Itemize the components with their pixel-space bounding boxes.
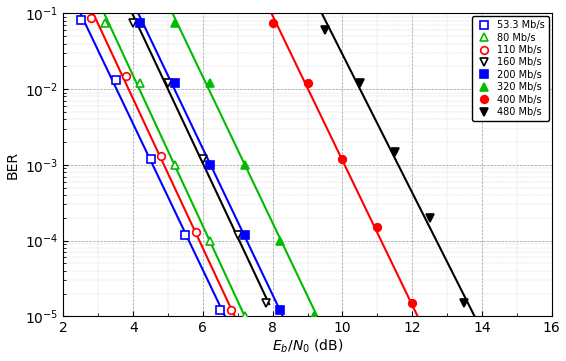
Y-axis label: BER: BER [6,151,20,179]
53.3 Mb/s [217,308,224,313]
80 Mb/s [137,81,144,85]
110 Mb/s [252,360,259,361]
200 Mb/s [207,163,213,167]
400 Mb/s [339,157,346,161]
160 Mb/s [165,81,171,85]
Line: 200 Mb/s: 200 Mb/s [136,19,311,361]
53.3 Mb/s [147,157,154,161]
Line: 53.3 Mb/s: 53.3 Mb/s [77,16,248,360]
480 Mb/s [426,216,433,220]
110 Mb/s [158,154,165,158]
480 Mb/s [492,360,499,361]
320 Mb/s [311,314,318,318]
Line: 400 Mb/s: 400 Mb/s [269,19,444,361]
200 Mb/s [137,21,144,25]
320 Mb/s [276,239,283,243]
480 Mb/s [357,81,363,85]
200 Mb/s [241,232,248,237]
160 Mb/s [200,157,207,161]
320 Mb/s [171,21,178,25]
480 Mb/s [461,301,468,305]
400 Mb/s [269,21,276,25]
160 Mb/s [262,301,269,305]
400 Mb/s [409,301,415,305]
110 Mb/s [192,230,199,234]
80 Mb/s [171,163,178,167]
200 Mb/s [171,81,178,85]
Line: 320 Mb/s: 320 Mb/s [171,19,353,361]
53.3 Mb/s [78,18,84,22]
480 Mb/s [321,28,328,32]
80 Mb/s [241,314,248,318]
110 Mb/s [88,16,95,20]
53.3 Mb/s [113,78,119,83]
400 Mb/s [374,225,381,230]
110 Mb/s [228,308,234,313]
200 Mb/s [276,308,283,313]
X-axis label: $E_b/N_0$ (dB): $E_b/N_0$ (dB) [272,338,343,356]
480 Mb/s [391,149,398,154]
160 Mb/s [234,232,241,237]
Legend: 53.3 Mb/s, 80 Mb/s, 110 Mb/s, 160 Mb/s, 200 Mb/s, 320 Mb/s, 400 Mb/s, 480 Mb/s: 53.3 Mb/s, 80 Mb/s, 110 Mb/s, 160 Mb/s, … [471,16,548,121]
400 Mb/s [304,81,311,85]
53.3 Mb/s [182,232,189,237]
110 Mb/s [123,74,130,78]
Line: 80 Mb/s: 80 Mb/s [101,19,276,361]
320 Mb/s [207,81,213,85]
80 Mb/s [102,21,109,25]
320 Mb/s [241,163,248,167]
Line: 110 Mb/s: 110 Mb/s [88,14,259,361]
53.3 Mb/s [241,354,248,358]
160 Mb/s [130,21,136,25]
80 Mb/s [207,239,213,243]
Line: 160 Mb/s: 160 Mb/s [130,19,269,307]
Line: 480 Mb/s: 480 Mb/s [321,26,500,361]
